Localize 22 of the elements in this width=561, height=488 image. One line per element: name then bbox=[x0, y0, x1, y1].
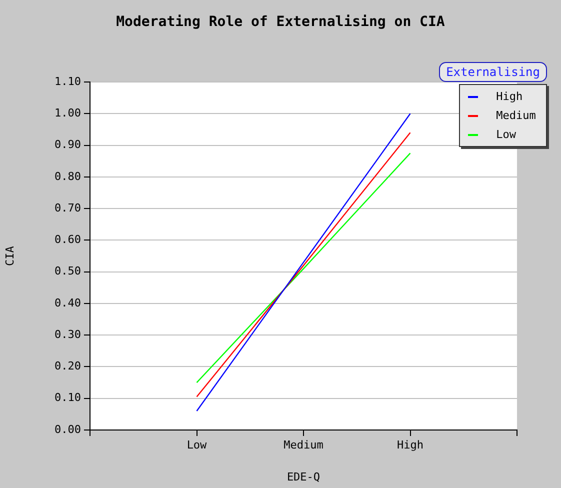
y-tick-label: 0.80 bbox=[54, 170, 81, 183]
y-tick-label: 0.50 bbox=[54, 264, 81, 278]
y-axis-title: CIA bbox=[3, 246, 16, 266]
y-tick-label: 0.60 bbox=[54, 233, 81, 246]
chart-title: Moderating Role of Externalising on CIA bbox=[115, 14, 446, 30]
y-tick-label: 0.90 bbox=[54, 138, 81, 152]
legend-title: Externalising bbox=[439, 62, 547, 82]
legend-label: Medium bbox=[496, 109, 536, 122]
y-tick-label: 0.40 bbox=[54, 296, 81, 310]
y-tick-label: 0.10 bbox=[54, 391, 81, 404]
y-tick-label: 1.10 bbox=[54, 74, 81, 88]
y-tick-label: 0.00 bbox=[54, 422, 81, 436]
y-tick-label: 0.30 bbox=[54, 328, 81, 341]
y-tick-label: 1.00 bbox=[54, 106, 81, 120]
x-axis-title: EDE-Q bbox=[286, 470, 320, 484]
y-tick-label: 0.70 bbox=[54, 201, 81, 214]
y-tick-label: 0.20 bbox=[54, 360, 81, 373]
legend-label: High bbox=[496, 90, 523, 103]
x-tick-label: High bbox=[397, 438, 424, 452]
x-tick-label: Medium bbox=[284, 438, 324, 452]
x-tick-label: Low bbox=[186, 438, 208, 452]
legend-label: Low bbox=[496, 128, 516, 141]
